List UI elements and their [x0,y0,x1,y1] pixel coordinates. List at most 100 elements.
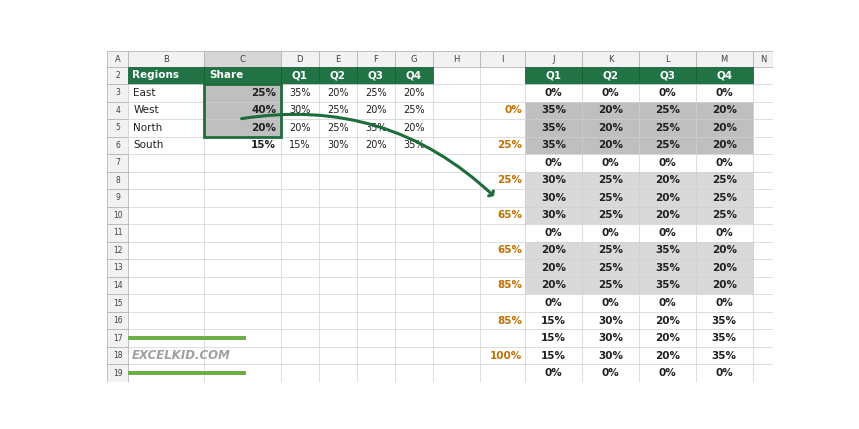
FancyBboxPatch shape [639,51,696,66]
Text: 25%: 25% [403,106,424,115]
FancyBboxPatch shape [696,364,752,382]
FancyBboxPatch shape [582,224,639,242]
FancyBboxPatch shape [433,294,480,312]
FancyBboxPatch shape [319,329,356,347]
Text: 25%: 25% [598,245,623,256]
Text: 25%: 25% [712,193,737,203]
FancyBboxPatch shape [582,329,639,347]
Text: Q3: Q3 [660,70,675,80]
FancyBboxPatch shape [394,102,433,119]
FancyBboxPatch shape [204,51,281,66]
FancyBboxPatch shape [639,277,696,294]
Text: 15%: 15% [252,140,277,151]
FancyBboxPatch shape [281,189,319,207]
FancyBboxPatch shape [696,154,752,172]
Text: West: West [133,106,159,115]
FancyBboxPatch shape [356,364,394,382]
FancyBboxPatch shape [639,224,696,242]
FancyBboxPatch shape [752,224,773,242]
FancyBboxPatch shape [356,137,394,154]
Text: 6: 6 [115,141,120,150]
FancyBboxPatch shape [281,102,319,119]
FancyBboxPatch shape [525,364,582,382]
Text: 30%: 30% [541,175,566,185]
FancyBboxPatch shape [128,224,204,242]
Text: 35%: 35% [403,140,424,151]
FancyBboxPatch shape [582,242,639,259]
FancyBboxPatch shape [696,347,752,364]
FancyBboxPatch shape [696,294,752,312]
FancyBboxPatch shape [696,84,752,102]
Text: 15%: 15% [289,140,311,151]
FancyBboxPatch shape [204,102,281,119]
FancyBboxPatch shape [394,137,433,154]
FancyBboxPatch shape [525,259,582,277]
FancyBboxPatch shape [696,189,752,207]
Text: 20%: 20% [712,263,737,273]
FancyBboxPatch shape [128,242,204,259]
FancyBboxPatch shape [582,294,639,312]
FancyBboxPatch shape [525,51,582,66]
Text: 9: 9 [115,193,120,202]
FancyBboxPatch shape [752,137,773,154]
FancyBboxPatch shape [204,66,281,84]
FancyBboxPatch shape [107,259,128,277]
Text: 25%: 25% [598,193,623,203]
FancyBboxPatch shape [128,312,204,329]
FancyBboxPatch shape [356,66,394,84]
FancyBboxPatch shape [394,66,433,84]
FancyBboxPatch shape [582,224,639,242]
FancyBboxPatch shape [582,312,639,329]
FancyBboxPatch shape [281,119,319,137]
FancyBboxPatch shape [525,364,582,382]
FancyBboxPatch shape [204,84,281,102]
Text: 25%: 25% [365,88,387,98]
Text: 65%: 65% [497,211,522,221]
FancyBboxPatch shape [281,207,319,224]
Text: 2: 2 [115,71,120,80]
FancyBboxPatch shape [525,172,582,189]
FancyBboxPatch shape [107,277,128,294]
FancyBboxPatch shape [107,154,128,172]
Text: 20%: 20% [598,106,623,115]
FancyBboxPatch shape [480,242,525,259]
Text: H: H [453,54,460,63]
FancyBboxPatch shape [281,364,319,382]
FancyBboxPatch shape [281,347,319,364]
FancyBboxPatch shape [128,66,204,84]
Text: 0%: 0% [601,88,619,98]
Text: A: A [115,54,120,63]
Text: 25%: 25% [327,106,349,115]
FancyBboxPatch shape [582,102,639,119]
Text: 0%: 0% [716,298,733,308]
FancyBboxPatch shape [582,66,639,84]
FancyBboxPatch shape [394,119,433,137]
FancyBboxPatch shape [319,84,356,102]
FancyBboxPatch shape [107,172,128,189]
FancyBboxPatch shape [480,51,525,66]
FancyBboxPatch shape [107,312,128,329]
Text: 25%: 25% [497,175,522,185]
FancyBboxPatch shape [394,242,433,259]
FancyBboxPatch shape [525,154,582,172]
FancyBboxPatch shape [107,242,128,259]
FancyBboxPatch shape [639,347,696,364]
FancyBboxPatch shape [752,294,773,312]
FancyBboxPatch shape [107,51,128,66]
Text: B: B [163,54,169,63]
FancyBboxPatch shape [480,119,525,137]
Text: 20%: 20% [365,140,387,151]
Text: 30%: 30% [541,211,566,221]
FancyBboxPatch shape [525,102,582,119]
FancyBboxPatch shape [525,242,582,259]
FancyBboxPatch shape [525,84,582,102]
FancyBboxPatch shape [582,277,639,294]
FancyBboxPatch shape [394,84,433,102]
Text: 0%: 0% [716,158,733,168]
FancyBboxPatch shape [480,189,525,207]
FancyBboxPatch shape [281,102,319,119]
FancyBboxPatch shape [696,84,752,102]
FancyBboxPatch shape [356,259,394,277]
FancyBboxPatch shape [696,66,752,84]
FancyBboxPatch shape [319,347,356,364]
